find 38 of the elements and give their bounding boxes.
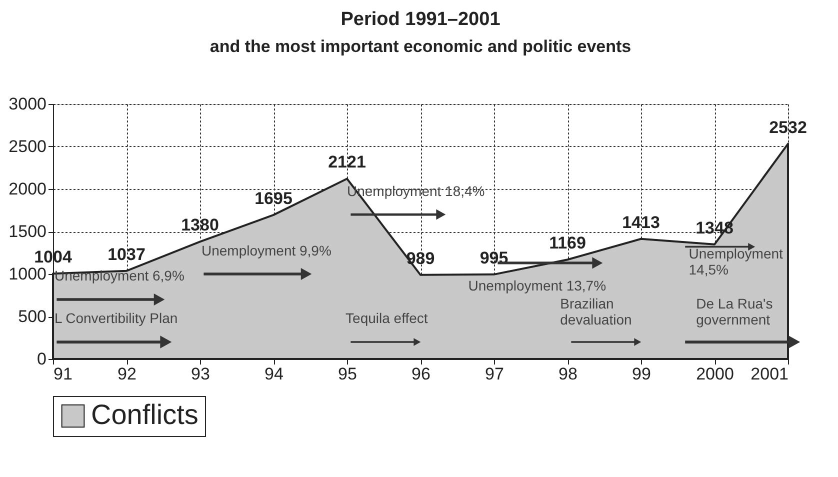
y-tick-label: 2000 bbox=[8, 180, 46, 198]
annotation: Unemployment 9,9% bbox=[201, 242, 332, 259]
data-label: 1695 bbox=[254, 188, 292, 208]
data-label: 1413 bbox=[622, 212, 660, 232]
x-tick-label: 99 bbox=[632, 364, 651, 384]
data-label: 1169 bbox=[549, 234, 586, 253]
annotation: Unemployment 13,7% bbox=[468, 278, 606, 294]
data-label: 2121 bbox=[328, 152, 366, 172]
y-tick-label: 500 bbox=[18, 307, 46, 326]
annotation: Unemployment 6,9% bbox=[54, 267, 184, 284]
annotation: Tequila effect bbox=[346, 310, 428, 326]
x-tick-label: 97 bbox=[485, 364, 504, 384]
x-tick-label: 96 bbox=[412, 364, 430, 384]
y-tick-label: 1500 bbox=[8, 222, 46, 241]
chart-subtitle: and the most important economic and politic events bbox=[210, 37, 632, 56]
annotation: Brazilian devaluation bbox=[560, 295, 632, 328]
data-label: 2532 bbox=[769, 118, 807, 137]
x-tick-label: 91 bbox=[54, 364, 72, 384]
x-tick-label: 95 bbox=[338, 364, 357, 384]
annotation: De La Rua's government bbox=[696, 295, 773, 328]
y-tick-label: 1000 bbox=[8, 264, 46, 284]
data-label: 995 bbox=[480, 248, 508, 268]
y-tick-label: 3000 bbox=[8, 94, 46, 114]
data-label: 1037 bbox=[108, 244, 146, 264]
data-label: 989 bbox=[406, 248, 435, 268]
y-tick-label: 0 bbox=[37, 350, 46, 368]
data-label: 1380 bbox=[181, 216, 219, 235]
x-tick-label: 2001 bbox=[750, 364, 788, 384]
legend-label: Conflicts bbox=[91, 399, 198, 430]
annotation: L Convertibility Plan bbox=[54, 310, 178, 326]
x-tick-label: 2000 bbox=[696, 364, 734, 384]
x-tick-label: 93 bbox=[191, 364, 210, 384]
x-tick-label: 92 bbox=[118, 364, 136, 384]
x-tick-label: 94 bbox=[264, 364, 284, 384]
x-tick-label: 98 bbox=[558, 364, 578, 384]
annotation: Unemployment 14,5% bbox=[688, 245, 784, 278]
chart-title: Period 1991–2001 bbox=[340, 9, 501, 30]
y-tick-label: 2500 bbox=[8, 137, 46, 156]
